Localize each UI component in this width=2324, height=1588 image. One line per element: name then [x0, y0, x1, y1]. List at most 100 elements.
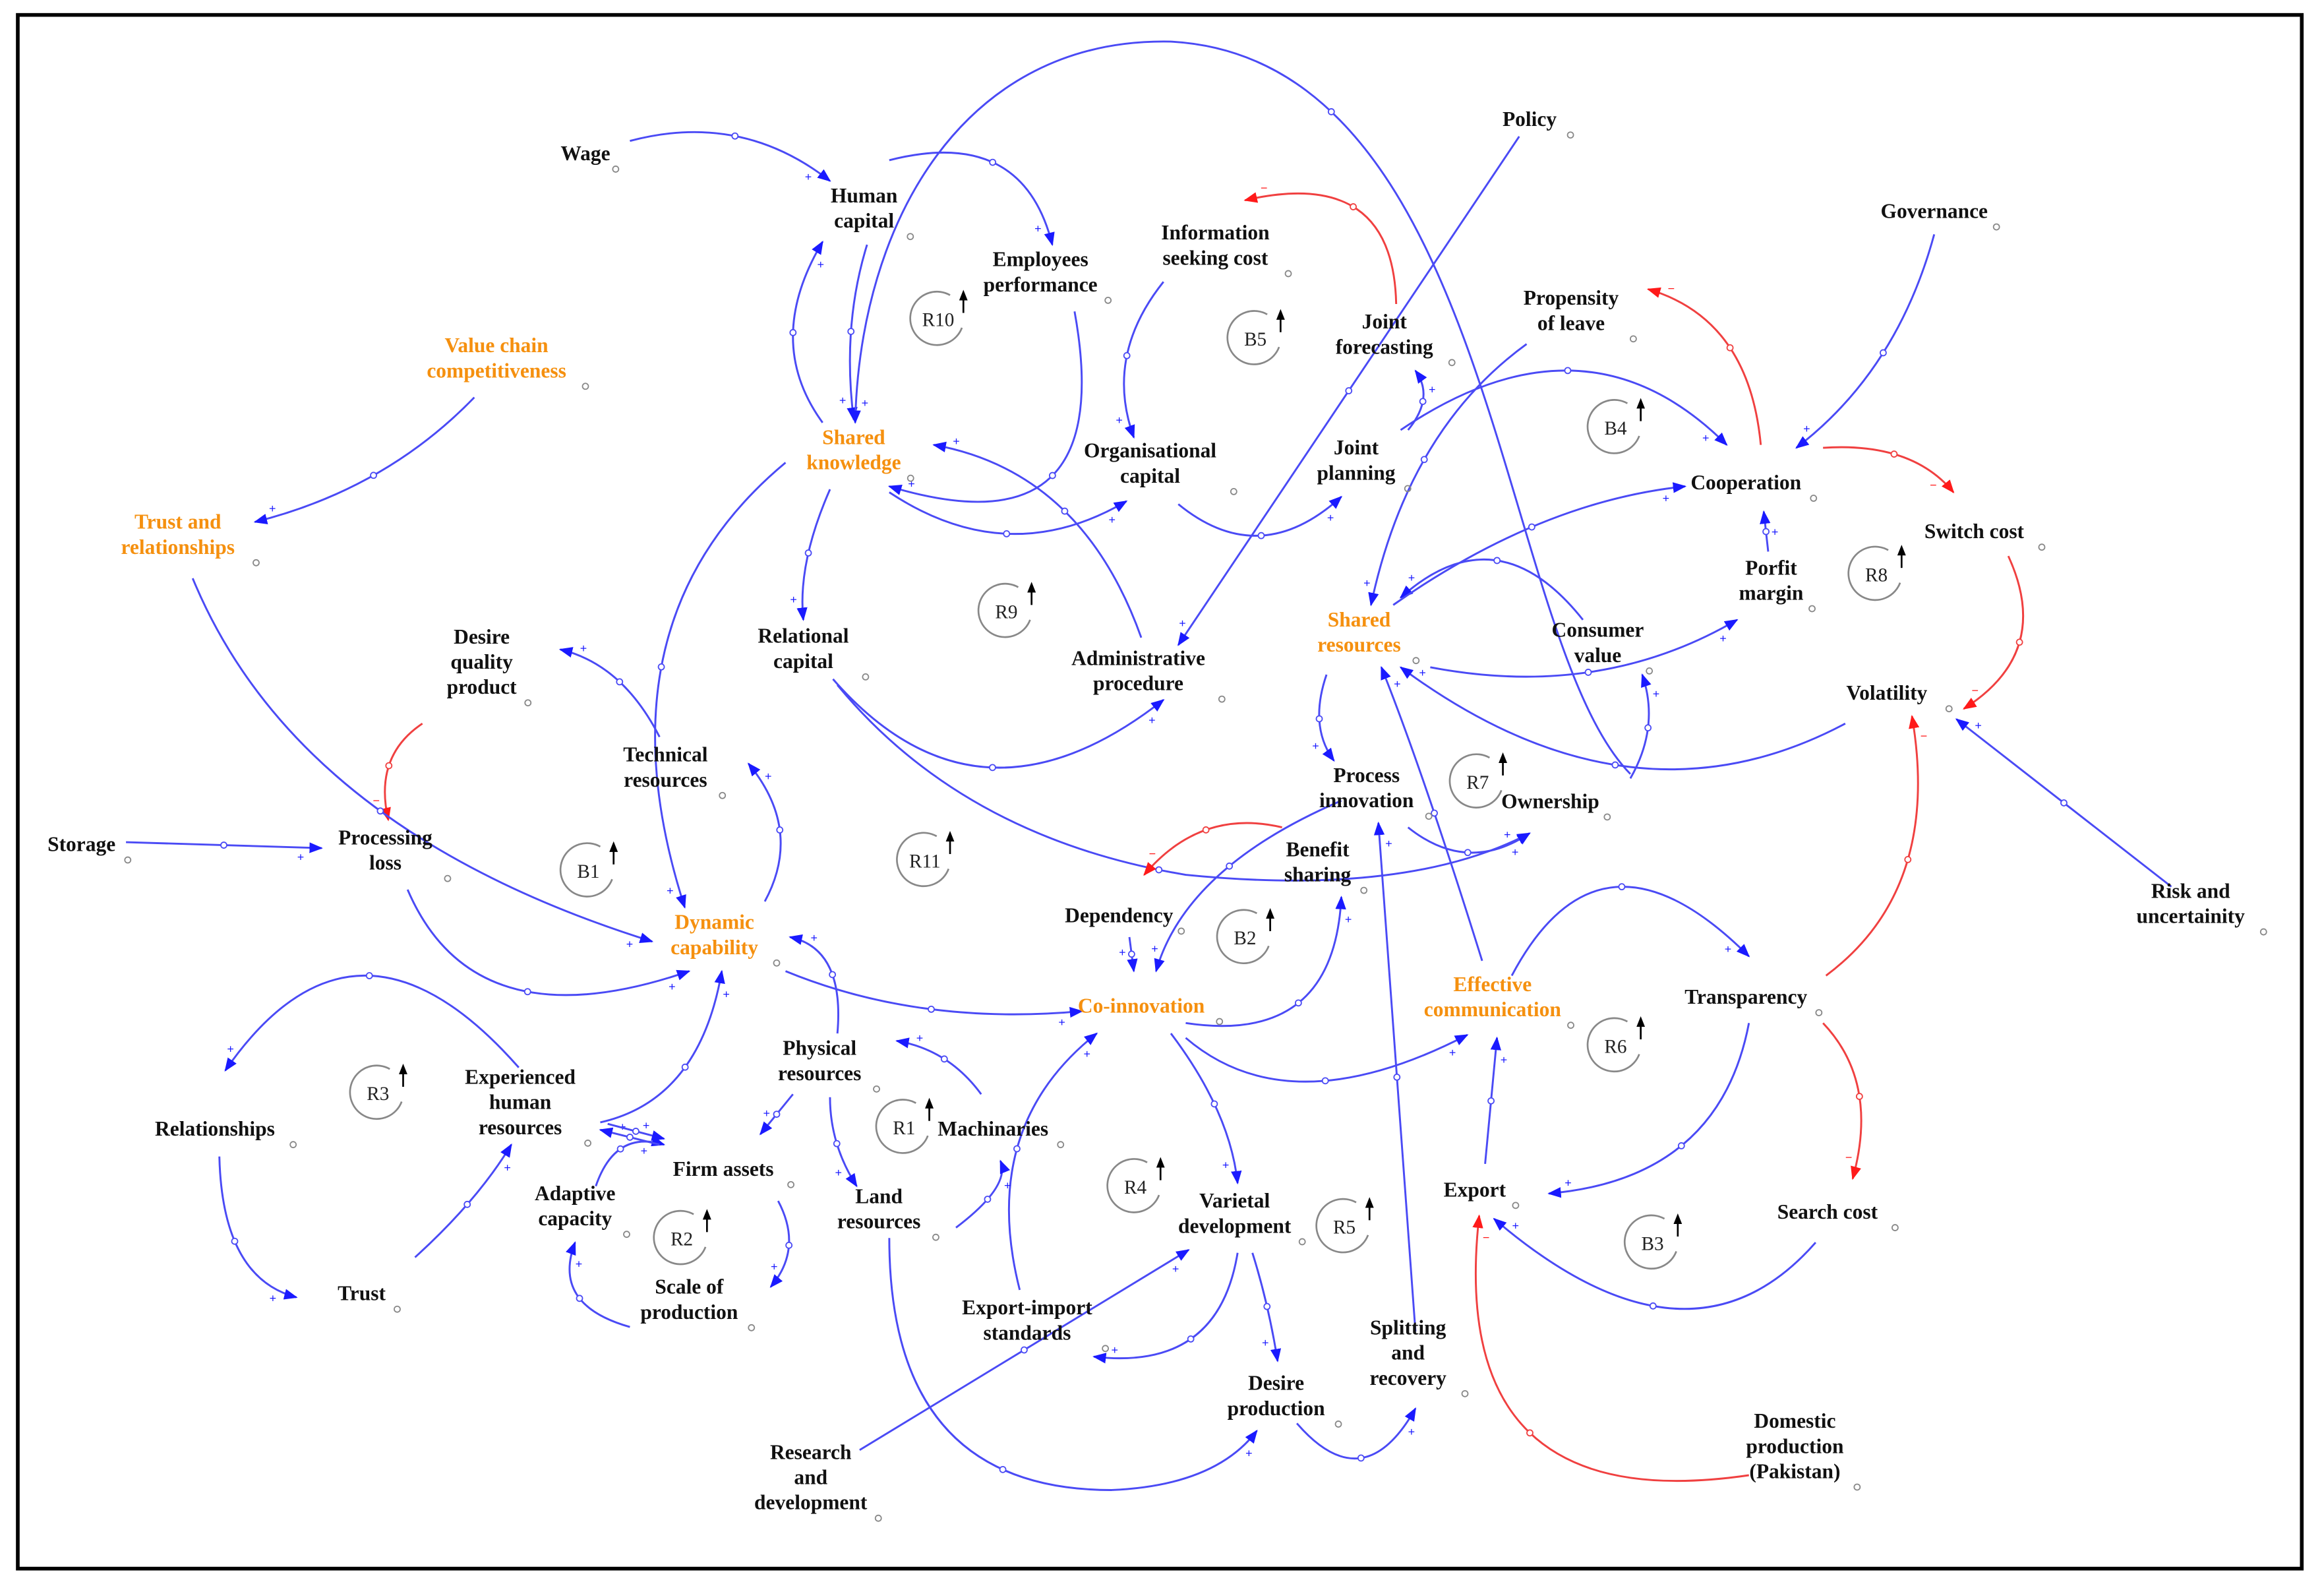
link-midpoint-handle [789, 328, 797, 336]
link-midpoint-handle [1155, 866, 1163, 874]
loop-label: R5 [1333, 1217, 1356, 1238]
variable-label: Desire [454, 625, 510, 648]
variable-ownership[interactable]: Ownership [1501, 789, 1611, 821]
variable-export[interactable]: Export [1444, 1178, 1520, 1209]
variable-porfit-margin[interactable]: Porfit margin [1739, 556, 1816, 613]
link-ownership-to-shared-knowledge: + [850, 40, 1631, 775]
variable-machinaries[interactable]: Machinaries [938, 1117, 1065, 1149]
link-midpoint-handle [1855, 1093, 1863, 1100]
link-polarity: + [1975, 719, 1982, 732]
variable-switch-cost[interactable]: Switch cost [1924, 520, 2046, 551]
variable-label: and [794, 1465, 827, 1488]
variable-volatility[interactable]: Volatility [1846, 681, 1953, 713]
link-polarity: + [908, 477, 915, 491]
variable-handle [1810, 495, 1818, 502]
variable-land-resources[interactable]: Land resources [837, 1184, 939, 1241]
variable-handle [1102, 1345, 1110, 1353]
loop-arc-icon [349, 1064, 403, 1120]
variable-search-cost[interactable]: Search cost [1777, 1200, 1899, 1231]
link-effective-communication-to-shared-resources: + [1380, 665, 1483, 962]
link-dependency-to-co-innovation: + [1119, 936, 1138, 973]
variable-storage[interactable]: Storage [47, 833, 132, 864]
link-polarity: + [1172, 1262, 1179, 1275]
link-arrow [1143, 822, 1282, 876]
link-relational-capital-to-ownership: + [837, 684, 1531, 882]
link-arrow [253, 396, 475, 524]
variable-label: Risk and [2151, 879, 2230, 902]
variable-handle [787, 1180, 794, 1188]
variable-label: Machinaries [938, 1117, 1048, 1140]
link-midpoint-handle [1013, 1145, 1021, 1153]
link-midpoint-handle [1611, 761, 1619, 769]
link-arrow [955, 1159, 1011, 1229]
variable-dependency[interactable]: Dependency [1065, 903, 1185, 935]
variable-handle [1104, 296, 1112, 304]
variable-label: innovation [1319, 789, 1414, 812]
variable-shared-knowledge[interactable]: Shared knowledge [806, 425, 914, 482]
link-polarity: + [1222, 1159, 1230, 1172]
variable-cooperation[interactable]: Cooperation [1690, 471, 1818, 502]
link-joint-planning-to-joint-forecasting: + [1407, 369, 1435, 431]
link-midpoint-handle [1315, 715, 1323, 723]
variable-risk-and-uncertainity[interactable]: Risk and uncertainity [2137, 879, 2267, 936]
link-midpoint-handle [829, 971, 837, 979]
link-domestic-production-to-export: − [1472, 1214, 1749, 1482]
link-midpoint-handle [1345, 387, 1353, 394]
variable-label: Adaptive [535, 1182, 615, 1205]
variable-transparency[interactable]: Transparency [1684, 985, 1823, 1016]
variable-firm-assets[interactable]: Firm assets [673, 1157, 794, 1188]
link-arrow [1154, 799, 1342, 973]
variable-wage[interactable]: Wage [560, 142, 620, 173]
variable-label: Policy [1503, 107, 1557, 131]
variable-handle [1230, 487, 1237, 495]
link-transparency-to-volatility: − [1825, 714, 1927, 977]
loop-arc-icon [1226, 310, 1280, 365]
variable-handle [1646, 667, 1654, 675]
variable-relationships[interactable]: Relationships [155, 1117, 297, 1149]
loop-r1: R1 [875, 1097, 934, 1154]
variable-administrative-procedure[interactable]: Administrative procedure [1071, 646, 1226, 703]
variable-label: Trust [338, 1282, 386, 1305]
variable-policy[interactable]: Policy [1503, 107, 1574, 139]
variable-co-innovation[interactable]: Co-innovation [1078, 994, 1224, 1025]
variable-trust[interactable]: Trust [338, 1282, 401, 1313]
link-shared-knowledge-to-organisational-capital: + [889, 491, 1128, 537]
link-midpoint-handle [928, 1005, 935, 1013]
link-polarity: + [835, 1166, 843, 1179]
link-midpoint-handle [1762, 528, 1770, 535]
link-polarity: − [1930, 478, 1937, 491]
loop-r4: R4 [1106, 1157, 1165, 1213]
variable-label: Consumer [1552, 619, 1644, 642]
variable-governance[interactable]: Governance [1880, 200, 2000, 231]
